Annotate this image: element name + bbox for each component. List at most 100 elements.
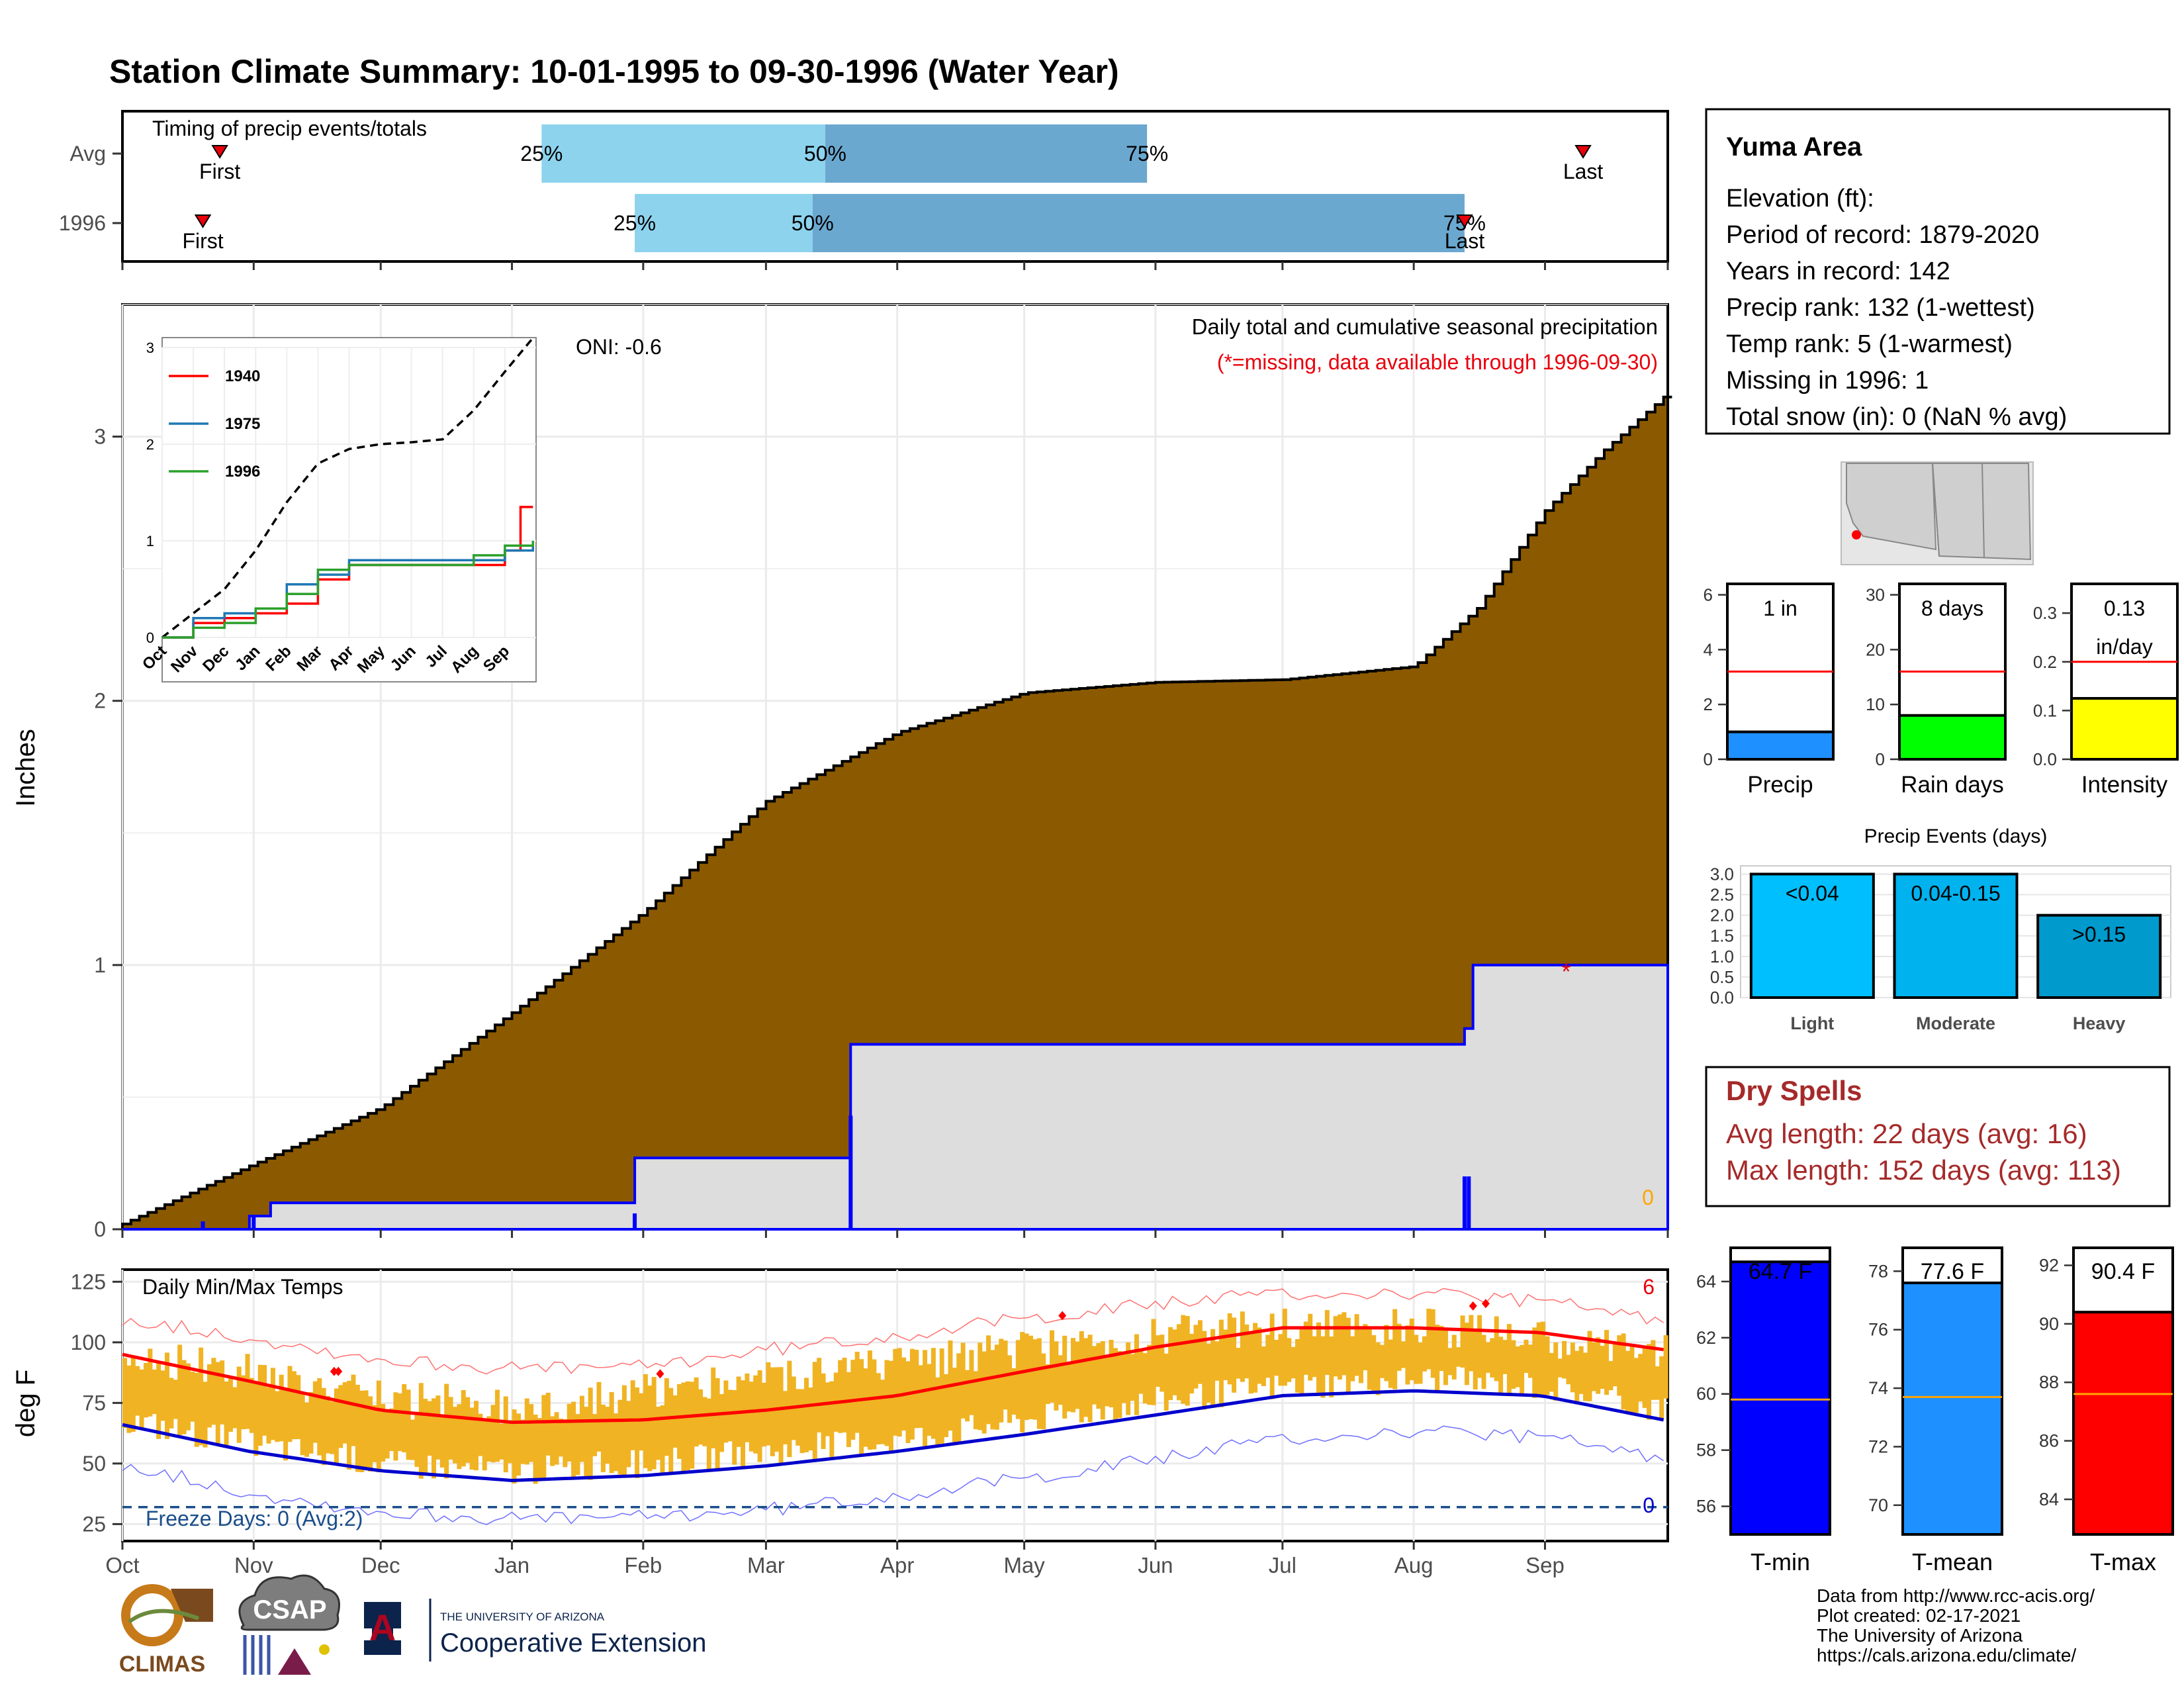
daily-temp-bar [257,1364,263,1446]
daily-temp-bar [529,1404,534,1462]
dry-spells-title: Dry Spells [1726,1075,1862,1106]
inset-ytick-label: 2 [146,436,154,453]
daily-temp-bar [1147,1344,1152,1405]
daily-temp-bar [1642,1346,1647,1408]
daily-temp-bar [156,1361,161,1439]
daily-temp-bar [1532,1327,1537,1398]
map-border [1932,463,1940,557]
daily-temp-bar [1257,1327,1262,1384]
daily-precip-bar [1462,1176,1467,1229]
daily-temp-bar [1464,1323,1469,1385]
daily-temp-bar [880,1380,886,1444]
precip-event-range: >0.15 [2072,923,2126,947]
timing-bar-50-75 [825,124,1148,183]
daily-temp-bar [423,1399,428,1476]
daily-temp-bar [520,1419,525,1464]
daily-temp-bar [1130,1354,1135,1401]
daily-temp-bar [1338,1314,1343,1380]
daily-temp-bar [270,1368,275,1440]
daily-temp-bar [1379,1344,1385,1378]
precip-events-ytick-label: 2.5 [1710,885,1734,905]
daily-temp-bar [1591,1342,1596,1391]
daily-temp-bar [469,1407,475,1470]
daily-temp-bar [876,1373,881,1444]
precip-events-ytick-label: 3.0 [1710,864,1734,884]
daily-temp-bar [122,1358,127,1429]
inset-series-line [161,337,534,639]
daily-temp-bar [825,1382,830,1436]
daily-temp-bar [516,1413,521,1476]
temp-ytick-label: 75 [82,1391,106,1415]
daily-temp-bar [761,1382,766,1447]
inset-ytick-label: 3 [146,340,154,356]
precip-events-chart: Precip Events (days) 0.00.51.01.52.02.53.… [1710,825,2171,1033]
mini-bar-value [2070,696,2179,761]
timing-marker-label: Last [1445,229,1485,253]
daily-temp-bar [927,1364,932,1436]
avg-max-line [122,1326,1664,1425]
daily-temp-bar [1244,1324,1250,1379]
daily-temp-bar [1117,1350,1122,1419]
daily-temp-bar [651,1377,657,1470]
inset-ytick-label: 1 [146,533,154,549]
precip-ytick-label: 3 [94,425,106,449]
daily-temp-bar [393,1392,398,1461]
daily-temp-bar [617,1399,623,1475]
daily-temp-bar [291,1371,296,1440]
daily-temp-bar [368,1396,373,1472]
month-tick-label: May [1003,1553,1045,1577]
daily-temp-bar [169,1378,174,1429]
timing-marker-label: First [199,160,240,183]
daily-temp-bar [376,1380,381,1473]
daily-temp-bar [253,1383,259,1456]
daily-temp-bar [1647,1344,1652,1420]
daily-temp-bar [503,1396,508,1473]
daily-temp-bar [1527,1344,1533,1378]
station-info-line: Precip rank: 132 (1-wettest) [1726,294,2035,322]
daily-temp-bar [1240,1311,1245,1382]
daily-temp-bar [275,1391,280,1442]
timing-marker-label: First [182,229,223,253]
daily-temp-bar [753,1375,758,1454]
daily-temp-bar [1261,1346,1266,1386]
daily-temp-bar [1316,1322,1322,1394]
temp-ytick-label: 50 [82,1452,106,1476]
daily-temp-bar [414,1411,420,1467]
daily-temp-bar [490,1405,496,1463]
station-info-line: Temp rank: 5 (1-warmest) [1726,330,2013,358]
daily-temp-bar [1485,1342,1490,1373]
mini-bar-tick-label: 0.2 [2033,652,2057,672]
daily-temp-bar [1511,1340,1516,1389]
daily-temp-bar [1426,1308,1432,1370]
temp-bar-tick-label: 78 [1868,1261,1888,1281]
daily-temp-bar [126,1365,132,1433]
daily-temp-bar [1384,1325,1389,1382]
daily-temp-bar [236,1366,242,1443]
daily-temp-bar [990,1350,995,1430]
record-high-marker [1481,1299,1490,1309]
station-info-line: Total snow (in): 0 (NaN % avg) [1726,403,2067,431]
daily-temp-bar [1617,1335,1622,1396]
ua-logo-small-text: THE UNIVERSITY OF ARIZONA [440,1611,605,1623]
daily-temp-bar [1274,1340,1279,1376]
daily-temp-bar [1612,1344,1617,1387]
daily-temp-bar [1570,1342,1575,1393]
daily-temp-bar [537,1418,542,1481]
page-title: Station Climate Summary: 10-01-1995 to 0… [109,53,1119,90]
daily-temp-bar [799,1389,805,1454]
map-border [1981,463,1985,558]
temp-bar-label: T-max [2090,1548,2156,1575]
daily-temp-bar [1524,1339,1529,1374]
inset-legend-label: 1940 [225,367,260,385]
daily-temp-bar [1574,1350,1580,1405]
dry-spells-box: Dry Spells Avg length: 22 days (avg: 16)… [1705,1066,2171,1207]
daily-temp-bar [220,1360,225,1425]
station-name: Yuma Area [1726,132,1862,162]
daily-temp-bar [439,1417,445,1468]
daily-temp-bar [173,1380,178,1419]
daily-temp-bar [635,1387,640,1478]
mini-bar-label: Rain days [1901,772,2004,798]
daily-temp-bar [1638,1354,1643,1402]
mini-bar-tick-label: 0 [1704,749,1713,769]
daily-temp-bar [1447,1348,1453,1376]
